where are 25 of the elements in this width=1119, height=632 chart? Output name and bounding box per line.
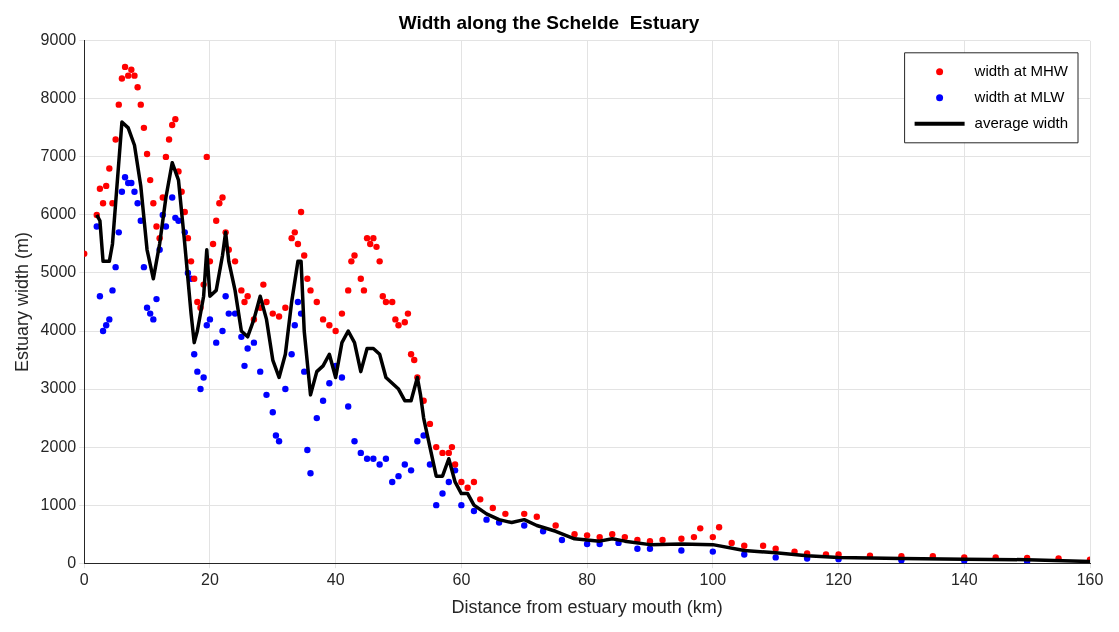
legend-label: width at MHW (973, 61, 1069, 79)
y-tick-label: 6000 (40, 205, 77, 223)
legend-label: width at MLW (973, 87, 1066, 105)
y-tick-label: 5000 (40, 263, 77, 281)
x-tick-label: 40 (326, 571, 345, 589)
x-axis-title: Distance from estuary mouth (km) (451, 597, 723, 618)
y-tick-label: 9000 (40, 31, 77, 49)
x-tick-label: 20 (201, 571, 219, 589)
x-tick-label: 160 (1076, 571, 1104, 589)
legend-label: average width (974, 113, 1069, 131)
x-tick-label: 60 (452, 571, 471, 589)
x-tick-label: 140 (950, 571, 978, 589)
y-tick-label: 2000 (40, 437, 77, 455)
y-axis-title: Estuary width (m) (11, 231, 32, 373)
x-tick-label: 0 (79, 571, 89, 589)
y-tick-label: 0 (67, 553, 77, 571)
y-tick-label: 7000 (40, 147, 77, 165)
y-tick-label: 3000 (40, 379, 77, 397)
x-tick-label: 80 (578, 571, 597, 589)
chart-title: Width along the Schelde Estuary (398, 11, 700, 33)
x-tick-label: 120 (825, 571, 852, 589)
y-tick-label: 1000 (40, 495, 77, 513)
y-tick-label: 8000 (40, 89, 77, 107)
y-tick-label: 4000 (40, 321, 77, 339)
x-tick-label: 100 (699, 571, 727, 589)
